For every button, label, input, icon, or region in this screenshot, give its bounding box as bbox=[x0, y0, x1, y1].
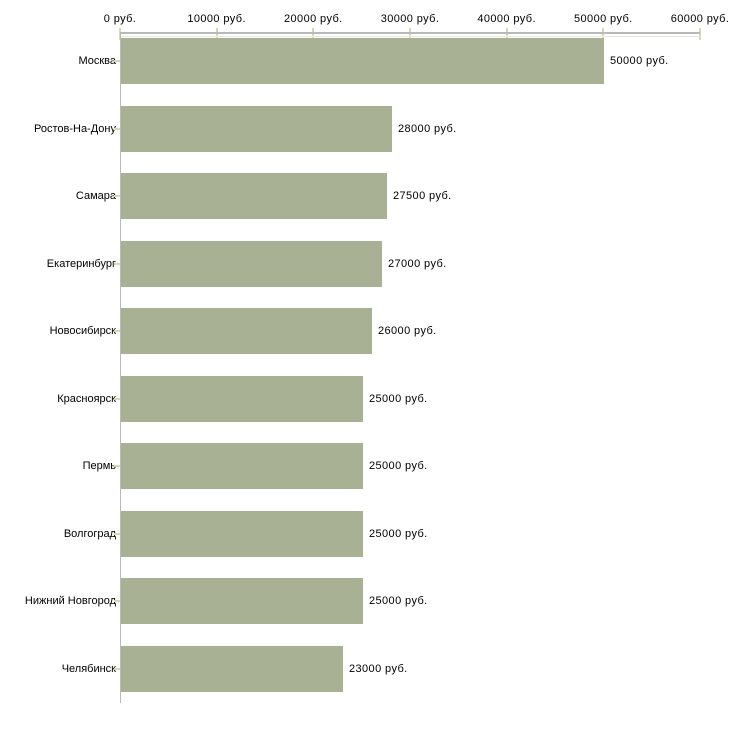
bar bbox=[121, 510, 363, 557]
x-axis-tick-label: 60000 руб. bbox=[670, 13, 730, 25]
value-label: 25000 руб. bbox=[369, 392, 428, 405]
x-axis-tick bbox=[505, 28, 508, 40]
category-label: Волгоград bbox=[63, 527, 116, 540]
value-label: 28000 руб. bbox=[398, 122, 457, 135]
y-axis-tick bbox=[114, 127, 120, 130]
x-axis-tick-label: 30000 руб. bbox=[380, 13, 440, 25]
y-axis-tick bbox=[114, 262, 120, 265]
bar bbox=[121, 173, 387, 219]
value-label: 25000 руб. bbox=[369, 527, 428, 540]
y-axis-tick bbox=[114, 60, 120, 62]
y-axis-tick bbox=[114, 600, 120, 602]
bar bbox=[121, 105, 392, 152]
category-label: Нижний Новгород bbox=[24, 595, 116, 607]
y-axis-line bbox=[120, 32, 121, 703]
bar bbox=[121, 38, 604, 84]
x-axis-highlight-line bbox=[120, 36, 700, 37]
category-label: Красноярск bbox=[57, 392, 116, 405]
bar bbox=[121, 443, 363, 489]
value-label: 26000 руб. bbox=[378, 325, 437, 337]
value-label: 23000 руб. bbox=[349, 662, 408, 675]
x-axis-tick bbox=[699, 28, 701, 40]
category-label: Ростов-На-Дону bbox=[33, 122, 116, 135]
value-label: 27500 руб. bbox=[393, 190, 452, 202]
bar bbox=[121, 645, 343, 692]
x-axis-tick-label: 10000 руб. bbox=[187, 13, 246, 25]
x-axis-line bbox=[120, 32, 700, 34]
x-axis-tick bbox=[602, 28, 605, 40]
y-axis-tick bbox=[114, 397, 120, 400]
category-label: Москва bbox=[78, 55, 116, 67]
category-label: Самара bbox=[75, 190, 116, 202]
y-axis-tick bbox=[114, 195, 120, 197]
category-label: Екатеринбург bbox=[46, 257, 116, 270]
category-label: Челябинск bbox=[61, 662, 116, 675]
value-label: 25000 руб. bbox=[369, 595, 428, 607]
bar bbox=[121, 240, 382, 287]
value-label: 50000 руб. bbox=[610, 55, 669, 67]
x-axis-tick-label: 40000 руб. bbox=[477, 13, 536, 25]
value-label: 27000 руб. bbox=[388, 257, 447, 270]
category-label: Новосибирск bbox=[49, 325, 116, 337]
y-axis-tick bbox=[114, 465, 120, 467]
x-axis-tick-label: 50000 руб. bbox=[574, 13, 633, 25]
bar bbox=[121, 375, 363, 422]
y-axis-tick bbox=[114, 532, 120, 535]
y-axis-tick bbox=[114, 667, 120, 670]
x-axis-tick bbox=[215, 28, 218, 40]
value-label: 25000 руб. bbox=[369, 460, 428, 472]
x-axis-tick bbox=[312, 28, 315, 40]
x-axis-tick bbox=[409, 28, 411, 40]
y-axis-tick bbox=[114, 330, 120, 332]
x-axis-tick-label: 20000 руб. bbox=[284, 13, 343, 25]
category-label: Пермь bbox=[82, 460, 116, 472]
x-axis-tick-label: 0 руб. bbox=[103, 13, 137, 25]
bar bbox=[121, 578, 363, 624]
bar bbox=[121, 308, 372, 354]
